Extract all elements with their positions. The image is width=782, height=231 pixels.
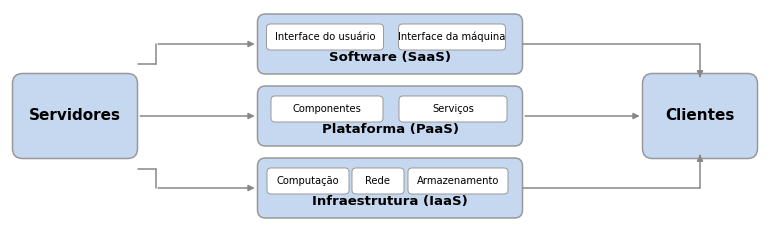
FancyBboxPatch shape [13,73,138,158]
Text: Armazenamento: Armazenamento [417,176,499,186]
FancyBboxPatch shape [257,14,522,74]
Text: Clientes: Clientes [665,109,734,124]
FancyBboxPatch shape [643,73,758,158]
Text: Interface da máquina: Interface da máquina [398,32,506,42]
FancyBboxPatch shape [399,24,505,50]
Text: Plataforma (PaaS): Plataforma (PaaS) [321,122,458,136]
FancyBboxPatch shape [408,168,508,194]
Text: Servidores: Servidores [29,109,121,124]
Text: Software (SaaS): Software (SaaS) [329,51,451,64]
FancyBboxPatch shape [257,86,522,146]
Text: Rede: Rede [365,176,390,186]
Text: Computação: Computação [277,176,339,186]
FancyBboxPatch shape [267,168,349,194]
FancyBboxPatch shape [257,158,522,218]
FancyBboxPatch shape [271,96,383,122]
Text: Serviços: Serviços [432,104,474,114]
FancyBboxPatch shape [352,168,404,194]
FancyBboxPatch shape [267,24,383,50]
FancyBboxPatch shape [399,96,507,122]
Text: Interface do usuário: Interface do usuário [274,32,375,42]
Text: Componentes: Componentes [292,104,361,114]
Text: Infraestrutura (IaaS): Infraestrutura (IaaS) [312,195,468,207]
